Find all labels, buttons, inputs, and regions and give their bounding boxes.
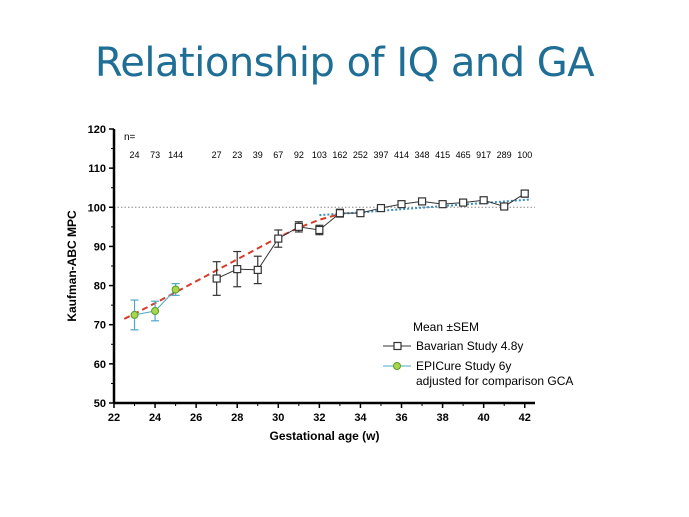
n-count: 27 (212, 150, 222, 160)
y-tick-label: 50 (94, 398, 106, 410)
slide-title: Relationship of IQ and GA (94, 40, 595, 86)
data-point (253, 265, 262, 275)
legend-entry: Bavarian Study 4.8y (416, 339, 523, 353)
n-count: 23 (232, 150, 242, 160)
x-tick-label: 28 (231, 412, 243, 424)
n-count: 162 (332, 150, 347, 160)
x-tick-label: 42 (519, 412, 531, 424)
n-count: 917 (476, 150, 491, 160)
n-count: 73 (150, 150, 160, 160)
y-tick-label: 100 (88, 202, 106, 214)
legend-entry-line2: adjusted for comparison GCA (416, 374, 573, 388)
x-tick-label: 34 (354, 412, 367, 424)
x-tick-label: 24 (149, 412, 162, 424)
data-point (315, 225, 324, 235)
data-point (212, 274, 221, 283)
data-point (335, 209, 345, 218)
n-count: 39 (253, 150, 263, 160)
legend-entry: EPICure Study 6y (416, 359, 511, 373)
data-point (459, 198, 468, 207)
data-point (417, 197, 427, 206)
y-tick-label: 120 (88, 124, 106, 136)
data-point (151, 307, 160, 316)
data-point (130, 310, 139, 319)
y-tick-label: 90 (94, 241, 106, 253)
x-tick-label: 38 (436, 412, 448, 424)
n-count: 414 (394, 150, 409, 160)
x-tick-label: 32 (313, 412, 325, 424)
series-line (216, 193, 525, 279)
n-count: 252 (353, 150, 368, 160)
trend-line (123, 212, 341, 320)
n-count: 348 (415, 150, 430, 160)
data-point (397, 200, 406, 209)
data-point (274, 234, 283, 243)
data-point (233, 265, 242, 274)
data-point (479, 196, 488, 205)
x-tick-label: 22 (108, 412, 120, 424)
n-count: 465 (456, 150, 471, 160)
data-point (171, 285, 180, 294)
n-label: n= (124, 132, 136, 143)
x-tick-label: 40 (478, 412, 490, 424)
legend-title: Mean ±SEM (413, 320, 479, 334)
n-count: 103 (312, 150, 327, 160)
y-axis-label: Kaufman-ABC MPC (65, 210, 79, 322)
n-count: 144 (168, 150, 183, 160)
data-point (376, 203, 386, 213)
legend-marker (393, 341, 402, 351)
n-count: 24 (130, 150, 140, 160)
y-tick-label: 80 (94, 281, 106, 293)
y-tick-label: 60 (94, 359, 106, 371)
x-tick-label: 36 (395, 412, 407, 424)
n-count: 92 (294, 150, 304, 160)
x-axis-label: Gestational age (w) (269, 429, 379, 443)
x-tick-label: 26 (190, 412, 202, 424)
data-point (356, 209, 365, 218)
n-count: 67 (273, 150, 283, 160)
data-point (500, 202, 509, 211)
n-count: 100 (517, 150, 532, 160)
legend-marker (393, 362, 401, 370)
y-tick-label: 70 (94, 320, 106, 332)
n-count: 397 (373, 150, 388, 160)
n-count: 289 (497, 150, 512, 160)
data-point (520, 189, 529, 198)
x-tick-label: 30 (272, 412, 284, 424)
data-point (294, 222, 303, 231)
n-count: 415 (435, 150, 450, 160)
data-point (438, 200, 447, 209)
y-tick-label: 110 (88, 163, 106, 175)
